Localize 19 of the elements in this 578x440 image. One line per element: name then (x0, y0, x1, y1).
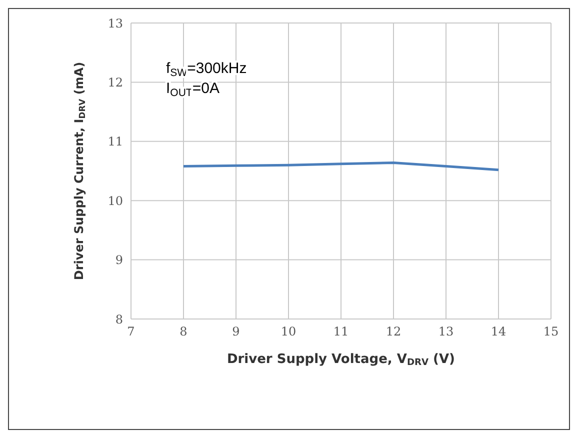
x-axis-title: Driver Supply Voltage, V$_{DRV}$ (V) (226, 352, 456, 368)
x-tick-label: 11 (333, 324, 349, 339)
x-tick-label: 14 (490, 324, 506, 339)
y-tick-label: 10 (108, 194, 123, 208)
x-tick-label: 7 (127, 324, 135, 339)
annotation: f$_{SW}$=300kHz (166, 60, 247, 79)
line-series (182, 161, 500, 172)
y-tick-label: 13 (108, 16, 123, 30)
y-tick-label: 8 (115, 312, 123, 326)
x-tick-label: 13 (438, 324, 454, 339)
x-tick-label: 15 (543, 324, 559, 339)
x-tick-label: 12 (386, 324, 402, 339)
x-tick-label: 10 (280, 324, 296, 339)
y-tick-label: 12 (108, 75, 123, 90)
x-tick-label: 9 (232, 324, 240, 339)
y-tick-label: 9 (115, 253, 123, 268)
annotation: I$_{OUT}$=0A (166, 80, 220, 99)
x-tick-label: 8 (180, 324, 188, 339)
y-tick-label: 11 (108, 134, 123, 149)
